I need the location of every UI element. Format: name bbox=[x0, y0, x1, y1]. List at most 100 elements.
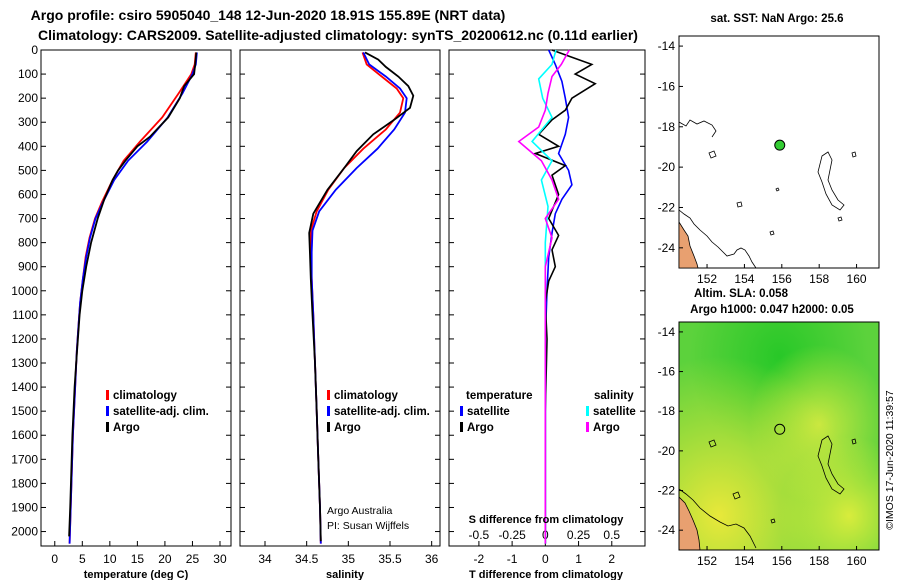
temperature-series bbox=[68, 52, 198, 544]
x-tick-label: 0 bbox=[51, 552, 58, 566]
temperature-plot-frame bbox=[40, 49, 232, 547]
x-tick-label: 0 bbox=[542, 552, 549, 566]
island-2 bbox=[736, 201, 743, 208]
legend-swatch-satellite bbox=[106, 406, 109, 416]
difference-axes bbox=[449, 49, 645, 533]
sla-map-frame bbox=[678, 321, 880, 551]
annotation-pi: PI: Susan Wijffels bbox=[327, 520, 409, 532]
y-tick-label: 500 bbox=[18, 163, 38, 177]
x-tick-label: 36 bbox=[425, 552, 439, 566]
lon-tick-label: 154 bbox=[734, 272, 754, 286]
temperature-x-axis: 0 5 10 15 20 25 30 bbox=[51, 541, 227, 566]
coastline-west bbox=[678, 209, 757, 269]
annotation-argo-australia: Argo Australia bbox=[327, 505, 393, 517]
x-tick-label: 35 bbox=[342, 552, 356, 566]
x-tick-label: 34.5 bbox=[295, 552, 319, 566]
x-tick-label: 1 bbox=[575, 552, 582, 566]
lat-tick-label: -24 bbox=[658, 241, 676, 255]
y-tick-label: 1900 bbox=[11, 500, 38, 514]
x-tick-label: 25 bbox=[186, 552, 200, 566]
legend-label-climatology: climatology bbox=[334, 390, 399, 402]
island-1 bbox=[708, 150, 717, 159]
island-3 bbox=[851, 438, 857, 445]
y-tick-label: 1300 bbox=[11, 356, 38, 370]
sst-map-axes: 152 154 156 158 160 -14 -16 -18 -20 -22 -24 bbox=[658, 39, 867, 286]
x-tick-label: 15 bbox=[131, 552, 145, 566]
sla-map-title-line1: Altim. SLA: 0.058 bbox=[694, 288, 789, 300]
y-tick-label: 600 bbox=[18, 187, 38, 201]
x-tick-label: 20 bbox=[158, 552, 172, 566]
legend-swatch-satellite bbox=[327, 406, 330, 416]
legend-swatch-climatology bbox=[106, 390, 109, 400]
sla-map: Altim. SLA: 0.058 Argo h1000: 0.047 h200… bbox=[658, 288, 880, 568]
y-tick-label: 1700 bbox=[11, 452, 38, 466]
island-4 bbox=[769, 230, 775, 236]
x-tick-label: -1 bbox=[507, 552, 518, 566]
legend-swatch-argo bbox=[327, 422, 330, 432]
y-tick-label: 1800 bbox=[11, 476, 38, 490]
lon-tick-label: 154 bbox=[734, 554, 754, 568]
temperature-y-axis: 0 100 200 300 400 500 600 700 800 900 1000 1100 1200… bbox=[11, 43, 231, 539]
y-tick-label: 700 bbox=[18, 212, 38, 226]
lat-tick-label: -20 bbox=[658, 160, 676, 174]
x-tick-label: 10 bbox=[103, 552, 117, 566]
lon-tick-label: 158 bbox=[809, 272, 829, 286]
lat-tick-label: -22 bbox=[658, 484, 676, 498]
y-tick-label: 1200 bbox=[11, 332, 38, 346]
salinity-x-label: salinity bbox=[326, 569, 365, 580]
salinity-legend: climatology satellite-adj. clim. Argo bbox=[327, 390, 430, 434]
lat-tick-label: -24 bbox=[658, 523, 676, 537]
land-mainland bbox=[679, 496, 701, 550]
island-4 bbox=[770, 518, 776, 524]
y-tick-label: 1400 bbox=[11, 380, 38, 394]
difference-series bbox=[517, 49, 597, 544]
series-argo bbox=[68, 52, 198, 537]
legend-swatch-t-argo bbox=[460, 422, 463, 432]
difference-x-label-S: S difference from climatology bbox=[469, 514, 625, 526]
x-tick-label: 5 bbox=[79, 552, 86, 566]
coastline-west bbox=[679, 488, 757, 549]
x-tick-label: 34 bbox=[258, 552, 272, 566]
temperature-legend: climatology satellite-adj. clim. Argo bbox=[106, 390, 209, 434]
y-tick-label: 1100 bbox=[12, 308, 38, 322]
y-tick-label: 0 bbox=[31, 43, 38, 57]
y-tick-label: 2000 bbox=[11, 525, 38, 539]
salinity-plot-frame bbox=[239, 49, 441, 547]
reef-outline bbox=[817, 151, 845, 211]
lat-tick-label: -16 bbox=[658, 79, 676, 93]
s-tick-label: 0.5 bbox=[603, 528, 620, 542]
sla-map-title-line2: Argo h1000: 0.047 h2000: 0.05 bbox=[690, 304, 854, 316]
legend-swatch-climatology bbox=[327, 390, 330, 400]
series-argo bbox=[308, 51, 415, 542]
sst-map-coastline bbox=[678, 119, 857, 269]
lat-tick-label: -18 bbox=[658, 404, 676, 418]
coastline-north bbox=[678, 119, 717, 138]
lon-tick-label: 160 bbox=[847, 554, 867, 568]
lat-tick-label: -16 bbox=[658, 365, 676, 379]
island-5 bbox=[775, 187, 780, 192]
lat-tick-label: -20 bbox=[658, 444, 676, 458]
lat-tick-label: -18 bbox=[658, 120, 676, 134]
x-tick-label: 2 bbox=[608, 552, 615, 566]
series-t-satellite bbox=[544, 49, 573, 544]
series-t-argo bbox=[533, 49, 597, 544]
temperature-panel: 0100200300400500600700800900100011001200… bbox=[11, 43, 232, 580]
y-tick-label: 100 bbox=[18, 67, 38, 81]
island-3 bbox=[851, 151, 857, 158]
difference-x-axis-T: -2 -1 0 1 2 bbox=[474, 541, 615, 566]
x-tick-label: -2 bbox=[474, 552, 485, 566]
salinity-x-axis: 34 34.5 35 35.5 36 bbox=[258, 541, 439, 566]
lon-tick-label: 158 bbox=[809, 554, 829, 568]
island-6 bbox=[837, 216, 843, 222]
figure-title-line1: Argo profile: csiro 5905040_148 12-Jun-2… bbox=[31, 7, 506, 23]
difference-legend-temperature: temperature satellite Argo bbox=[460, 390, 532, 434]
difference-panel: -2 -1 0 1 2 -0.5 -0.25 0 0.25 0.5 T difference f… bbox=[448, 49, 646, 580]
salinity-axes bbox=[240, 49, 440, 533]
lat-tick-label: -14 bbox=[658, 39, 676, 53]
lon-tick-label: 156 bbox=[772, 554, 792, 568]
legend-label-satellite: satellite-adj. clim. bbox=[334, 406, 430, 418]
s-tick-label: 0.25 bbox=[567, 528, 591, 542]
lon-tick-label: 152 bbox=[697, 272, 717, 286]
y-tick-label: 800 bbox=[18, 236, 38, 250]
sst-map-title: sat. SST: NaN Argo: 25.6 bbox=[710, 13, 843, 25]
